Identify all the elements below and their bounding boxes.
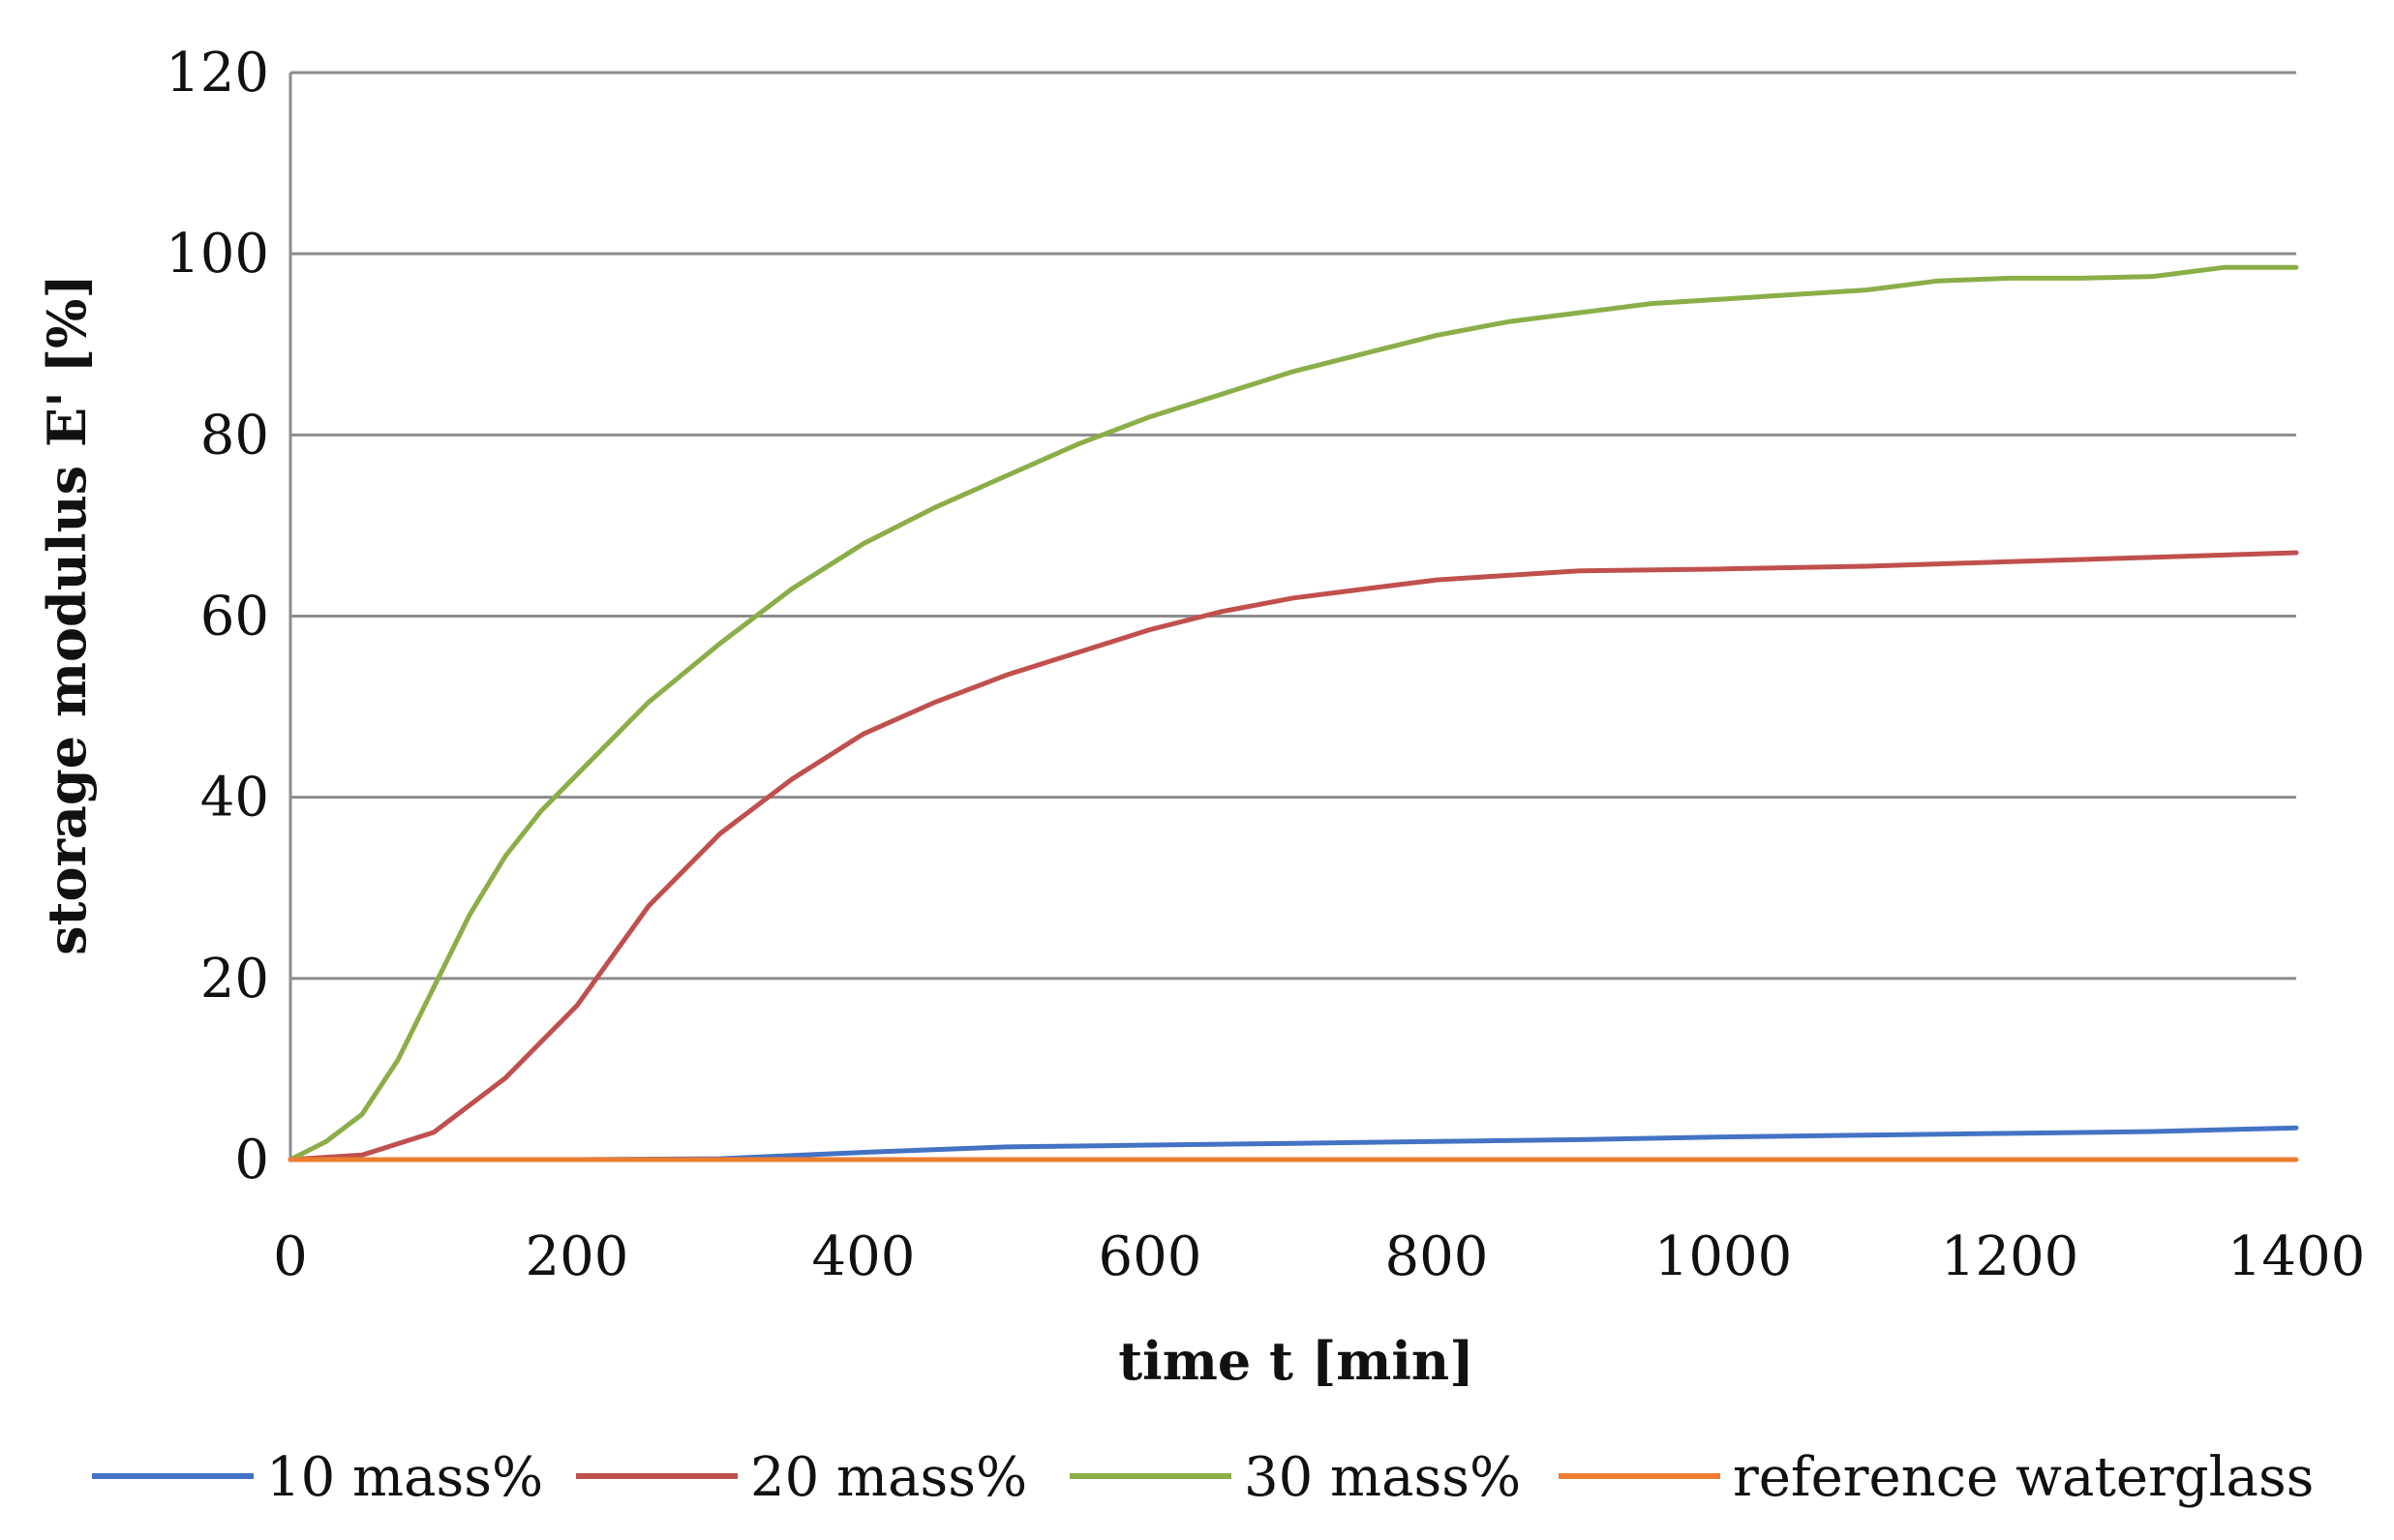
x-tick-labels: 0 200 400 600 800 1000 1200 1400 bbox=[273, 1225, 2365, 1288]
legend-label-4: reference waterglass bbox=[1733, 1446, 2314, 1509]
x-tick-label: 400 bbox=[812, 1225, 916, 1288]
x-axis-title: time t [min] bbox=[1118, 1330, 1474, 1392]
x-tick-label: 200 bbox=[526, 1225, 629, 1288]
y-tick-label: 80 bbox=[200, 404, 269, 467]
legend-label-1: 10 mass% bbox=[266, 1446, 543, 1509]
y-tick-label: 20 bbox=[200, 948, 269, 1011]
y-tick-label: 60 bbox=[200, 586, 269, 649]
y-tick-label: 0 bbox=[234, 1129, 269, 1192]
series-lines bbox=[288, 264, 2299, 1163]
legend: 10 mass% 20 mass% 30 mass% reference waterg… bbox=[92, 1446, 2314, 1509]
x-tick-label: 800 bbox=[1385, 1225, 1489, 1288]
y-axis-title: storage modulus E' [%] bbox=[36, 274, 98, 955]
series-line-1 bbox=[288, 1125, 2299, 1163]
y-tick-label: 100 bbox=[166, 223, 269, 286]
x-tick-label: 1000 bbox=[1654, 1225, 1793, 1288]
legend-label-3: 30 mass% bbox=[1244, 1446, 1521, 1509]
x-tick-label: 1400 bbox=[2227, 1225, 2366, 1288]
x-tick-label: 1200 bbox=[1941, 1225, 2079, 1288]
y-tick-label: 40 bbox=[200, 767, 269, 830]
series-line-3 bbox=[288, 264, 2299, 1163]
x-tick-label: 600 bbox=[1099, 1225, 1202, 1288]
y-tick-label: 120 bbox=[166, 42, 269, 105]
legend-label-2: 20 mass% bbox=[750, 1446, 1027, 1509]
grid-lines bbox=[288, 71, 2296, 1162]
series-line-2 bbox=[288, 550, 2299, 1163]
x-tick-label: 0 bbox=[273, 1225, 308, 1288]
y-tick-labels: 0 20 40 60 80 100 120 bbox=[166, 42, 269, 1192]
